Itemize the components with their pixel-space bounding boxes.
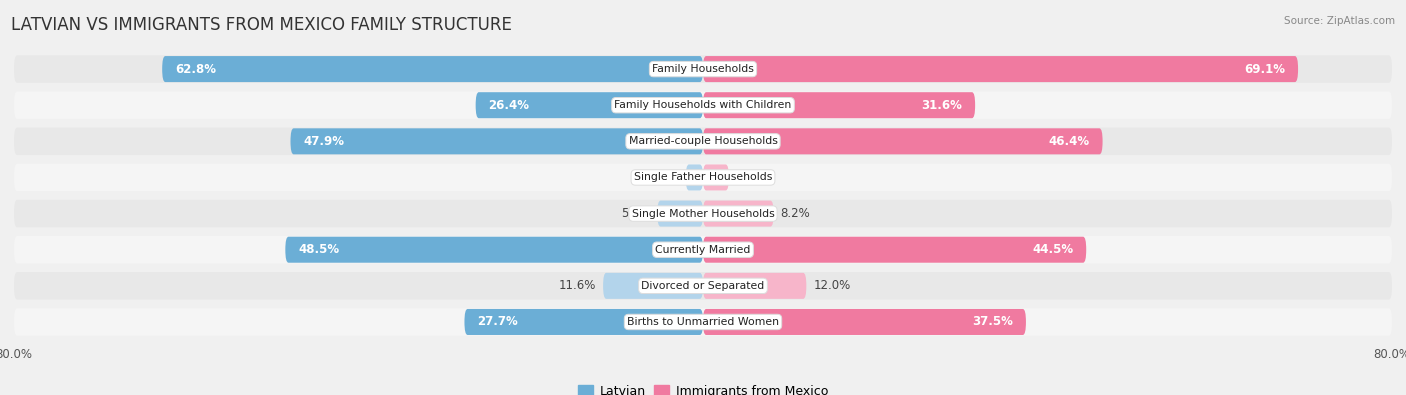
Text: Married-couple Households: Married-couple Households [628,136,778,146]
Text: 12.0%: 12.0% [813,279,851,292]
Text: Currently Married: Currently Married [655,245,751,255]
FancyBboxPatch shape [703,128,1102,154]
Text: Divorced or Separated: Divorced or Separated [641,281,765,291]
FancyBboxPatch shape [703,164,728,190]
Text: LATVIAN VS IMMIGRANTS FROM MEXICO FAMILY STRUCTURE: LATVIAN VS IMMIGRANTS FROM MEXICO FAMILY… [11,16,512,34]
FancyBboxPatch shape [291,128,703,154]
FancyBboxPatch shape [14,92,1392,119]
FancyBboxPatch shape [14,128,1392,155]
FancyBboxPatch shape [475,92,703,118]
FancyBboxPatch shape [603,273,703,299]
Text: 47.9%: 47.9% [304,135,344,148]
Text: Single Mother Households: Single Mother Households [631,209,775,218]
Text: 37.5%: 37.5% [972,316,1012,329]
FancyBboxPatch shape [703,237,1087,263]
Text: Source: ZipAtlas.com: Source: ZipAtlas.com [1284,16,1395,26]
FancyBboxPatch shape [162,56,703,82]
Text: 48.5%: 48.5% [298,243,339,256]
FancyBboxPatch shape [658,201,703,227]
Text: 62.8%: 62.8% [176,62,217,75]
Text: 11.6%: 11.6% [558,279,596,292]
Text: 26.4%: 26.4% [488,99,530,112]
Text: Family Households: Family Households [652,64,754,74]
FancyBboxPatch shape [464,309,703,335]
Text: Family Households with Children: Family Households with Children [614,100,792,110]
FancyBboxPatch shape [14,308,1392,336]
Text: 69.1%: 69.1% [1244,62,1285,75]
FancyBboxPatch shape [14,200,1392,227]
FancyBboxPatch shape [686,164,703,190]
Text: 44.5%: 44.5% [1032,243,1073,256]
FancyBboxPatch shape [285,237,703,263]
FancyBboxPatch shape [14,164,1392,191]
FancyBboxPatch shape [14,236,1392,263]
Text: 5.3%: 5.3% [621,207,651,220]
Text: 31.6%: 31.6% [921,99,962,112]
Legend: Latvian, Immigrants from Mexico: Latvian, Immigrants from Mexico [574,380,832,395]
Text: Single Father Households: Single Father Households [634,173,772,182]
FancyBboxPatch shape [703,56,1298,82]
Text: 8.2%: 8.2% [780,207,810,220]
FancyBboxPatch shape [703,92,976,118]
Text: 46.4%: 46.4% [1049,135,1090,148]
FancyBboxPatch shape [14,272,1392,299]
Text: 3.0%: 3.0% [735,171,765,184]
FancyBboxPatch shape [14,55,1392,83]
FancyBboxPatch shape [703,309,1026,335]
FancyBboxPatch shape [703,273,807,299]
FancyBboxPatch shape [703,201,773,227]
Text: Births to Unmarried Women: Births to Unmarried Women [627,317,779,327]
Text: 27.7%: 27.7% [478,316,519,329]
Text: 2.0%: 2.0% [650,171,679,184]
